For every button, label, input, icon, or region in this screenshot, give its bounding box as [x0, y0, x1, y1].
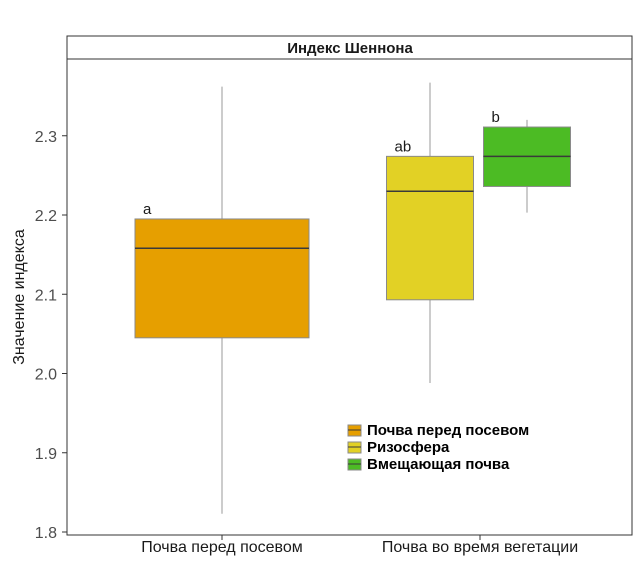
- significance-label: b: [492, 109, 500, 126]
- legend-label: Почва перед посевом: [367, 422, 529, 439]
- strip-header: [66, 35, 633, 60]
- legend-label: Ризосфера: [367, 439, 450, 456]
- y-tick-label: 2.1: [35, 287, 57, 304]
- y-tick-label: 1.9: [35, 446, 57, 463]
- box-3: b: [483, 109, 571, 213]
- y-tick-label: 2.0: [35, 367, 57, 384]
- y-axis-title: Значение индекса: [11, 229, 28, 365]
- chart-title: Индекс Шеннона: [287, 40, 413, 57]
- x-axis: Почва перед посевом Почва во время вегета…: [141, 535, 578, 556]
- x-category-label: Почва перед посевом: [141, 539, 303, 556]
- significance-label: a: [143, 201, 152, 218]
- y-axis: 1.8 1.9 2.0 2.1 2.2 2.3: [35, 129, 67, 542]
- x-category-label: Почва во время вегетации: [382, 539, 578, 556]
- y-tick-label: 2.3: [35, 129, 57, 146]
- box-1: a: [134, 86, 310, 514]
- legend-item: Ризосфера: [347, 439, 450, 456]
- box-body: [386, 155, 474, 301]
- box-2: ab: [386, 82, 474, 384]
- y-tick-label: 1.8: [35, 525, 57, 542]
- significance-label: ab: [395, 138, 412, 155]
- legend-label: Вмещающая почва: [367, 456, 510, 473]
- legend-item: Почва перед посевом: [347, 422, 529, 439]
- boxes-layer: a ab b: [134, 82, 571, 514]
- legend-item: Вмещающая почва: [347, 456, 510, 473]
- box-body: [134, 218, 310, 339]
- y-tick-label: 2.2: [35, 208, 57, 225]
